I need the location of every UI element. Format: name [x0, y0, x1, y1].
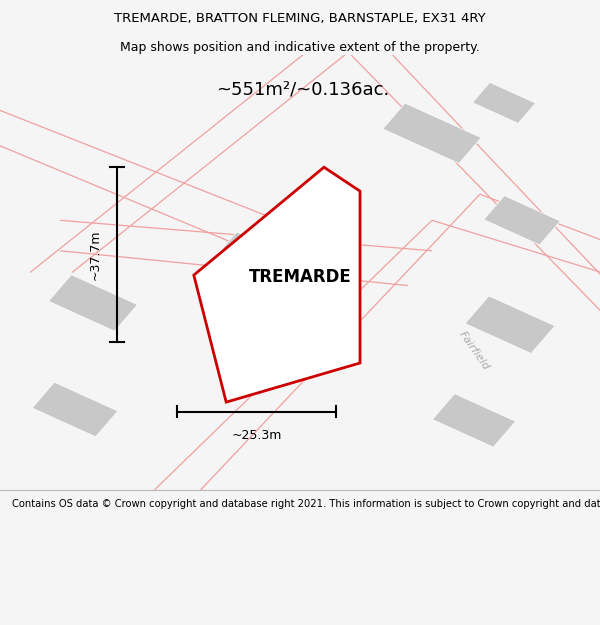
Polygon shape	[49, 274, 137, 331]
Polygon shape	[465, 296, 555, 354]
Polygon shape	[194, 168, 360, 402]
Text: TREMARDE, BRATTON FLEMING, BARNSTAPLE, EX31 4RY: TREMARDE, BRATTON FLEMING, BARNSTAPLE, E…	[114, 12, 486, 25]
Polygon shape	[211, 232, 293, 287]
Text: TREMARDE: TREMARDE	[248, 268, 352, 286]
Polygon shape	[32, 382, 118, 437]
Text: ~25.3m: ~25.3m	[232, 429, 281, 442]
Text: Fairfield: Fairfield	[457, 329, 491, 372]
Polygon shape	[472, 82, 536, 123]
Polygon shape	[433, 394, 515, 447]
Polygon shape	[484, 196, 560, 245]
Polygon shape	[383, 103, 481, 164]
Text: Map shows position and indicative extent of the property.: Map shows position and indicative extent…	[120, 41, 480, 54]
Text: ~551m²/~0.136ac.: ~551m²/~0.136ac.	[216, 81, 389, 99]
Text: Contains OS data © Crown copyright and database right 2021. This information is : Contains OS data © Crown copyright and d…	[12, 499, 600, 509]
Text: ~37.7m: ~37.7m	[89, 229, 102, 280]
